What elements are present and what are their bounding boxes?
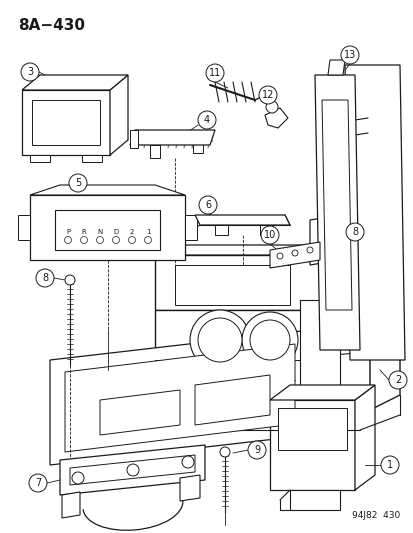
Polygon shape [180, 475, 199, 501]
Polygon shape [185, 215, 197, 240]
Circle shape [21, 63, 39, 81]
Circle shape [197, 111, 216, 129]
Polygon shape [214, 225, 228, 235]
Polygon shape [32, 100, 100, 145]
Circle shape [199, 196, 216, 214]
Polygon shape [100, 390, 180, 435]
Circle shape [127, 464, 139, 476]
Polygon shape [192, 140, 202, 153]
Polygon shape [130, 130, 138, 148]
Text: 1: 1 [386, 460, 392, 470]
Polygon shape [62, 492, 80, 518]
Polygon shape [110, 75, 128, 155]
Polygon shape [130, 130, 214, 145]
Polygon shape [55, 210, 159, 250]
Polygon shape [321, 100, 351, 310]
Text: 7: 7 [35, 478, 41, 488]
Circle shape [36, 269, 54, 287]
Circle shape [29, 474, 47, 492]
Text: 5: 5 [75, 178, 81, 188]
Text: 13: 13 [343, 50, 355, 60]
Circle shape [72, 472, 84, 484]
Polygon shape [269, 400, 354, 490]
Circle shape [266, 101, 277, 113]
Polygon shape [154, 310, 369, 410]
Polygon shape [18, 215, 30, 240]
Circle shape [345, 223, 363, 241]
Polygon shape [314, 75, 359, 350]
Circle shape [340, 46, 358, 64]
Circle shape [206, 64, 223, 82]
Polygon shape [70, 455, 195, 485]
Circle shape [259, 86, 276, 104]
Polygon shape [82, 155, 102, 162]
Polygon shape [30, 155, 50, 162]
Text: 10: 10 [263, 230, 275, 240]
Text: 8: 8 [351, 227, 357, 237]
Circle shape [380, 456, 398, 474]
Circle shape [247, 441, 266, 459]
Polygon shape [175, 265, 289, 305]
Circle shape [242, 312, 297, 368]
Text: 94J82  430: 94J82 430 [351, 511, 399, 520]
Text: 6: 6 [204, 200, 211, 210]
Text: 9: 9 [253, 445, 259, 455]
Polygon shape [30, 195, 185, 260]
Text: 2: 2 [130, 229, 134, 235]
Polygon shape [22, 90, 110, 155]
Circle shape [65, 275, 75, 285]
Polygon shape [277, 408, 346, 450]
Circle shape [260, 226, 278, 244]
Text: 2: 2 [394, 375, 400, 385]
Circle shape [324, 235, 334, 245]
Text: D: D [113, 229, 119, 235]
Circle shape [182, 456, 194, 468]
Circle shape [69, 174, 87, 192]
Text: 8: 8 [42, 273, 48, 283]
Circle shape [249, 320, 289, 360]
Polygon shape [269, 385, 374, 400]
Circle shape [190, 310, 249, 370]
Text: R: R [81, 229, 86, 235]
Polygon shape [150, 145, 159, 158]
Polygon shape [22, 75, 128, 90]
Circle shape [219, 447, 230, 457]
Text: 8A−430: 8A−430 [18, 18, 85, 33]
Text: 12: 12 [261, 90, 273, 100]
Polygon shape [344, 65, 404, 360]
Text: 4: 4 [204, 115, 209, 125]
Polygon shape [299, 300, 339, 395]
Polygon shape [264, 108, 287, 128]
Polygon shape [289, 490, 339, 510]
Text: N: N [97, 229, 102, 235]
Polygon shape [195, 375, 269, 425]
Polygon shape [327, 60, 344, 75]
Polygon shape [354, 385, 374, 490]
Text: 1: 1 [145, 229, 150, 235]
Polygon shape [369, 240, 399, 410]
Text: 11: 11 [209, 68, 221, 78]
Polygon shape [154, 255, 369, 310]
Polygon shape [259, 225, 272, 235]
Polygon shape [309, 205, 399, 265]
Circle shape [197, 318, 242, 362]
Polygon shape [329, 300, 384, 355]
Text: P: P [66, 229, 70, 235]
Circle shape [388, 371, 406, 389]
Polygon shape [154, 245, 374, 255]
Polygon shape [269, 242, 319, 268]
Text: 3: 3 [27, 67, 33, 77]
Polygon shape [100, 390, 154, 430]
Polygon shape [30, 185, 185, 195]
Polygon shape [65, 344, 294, 452]
Polygon shape [60, 445, 204, 495]
Polygon shape [50, 330, 309, 465]
Polygon shape [195, 215, 289, 225]
